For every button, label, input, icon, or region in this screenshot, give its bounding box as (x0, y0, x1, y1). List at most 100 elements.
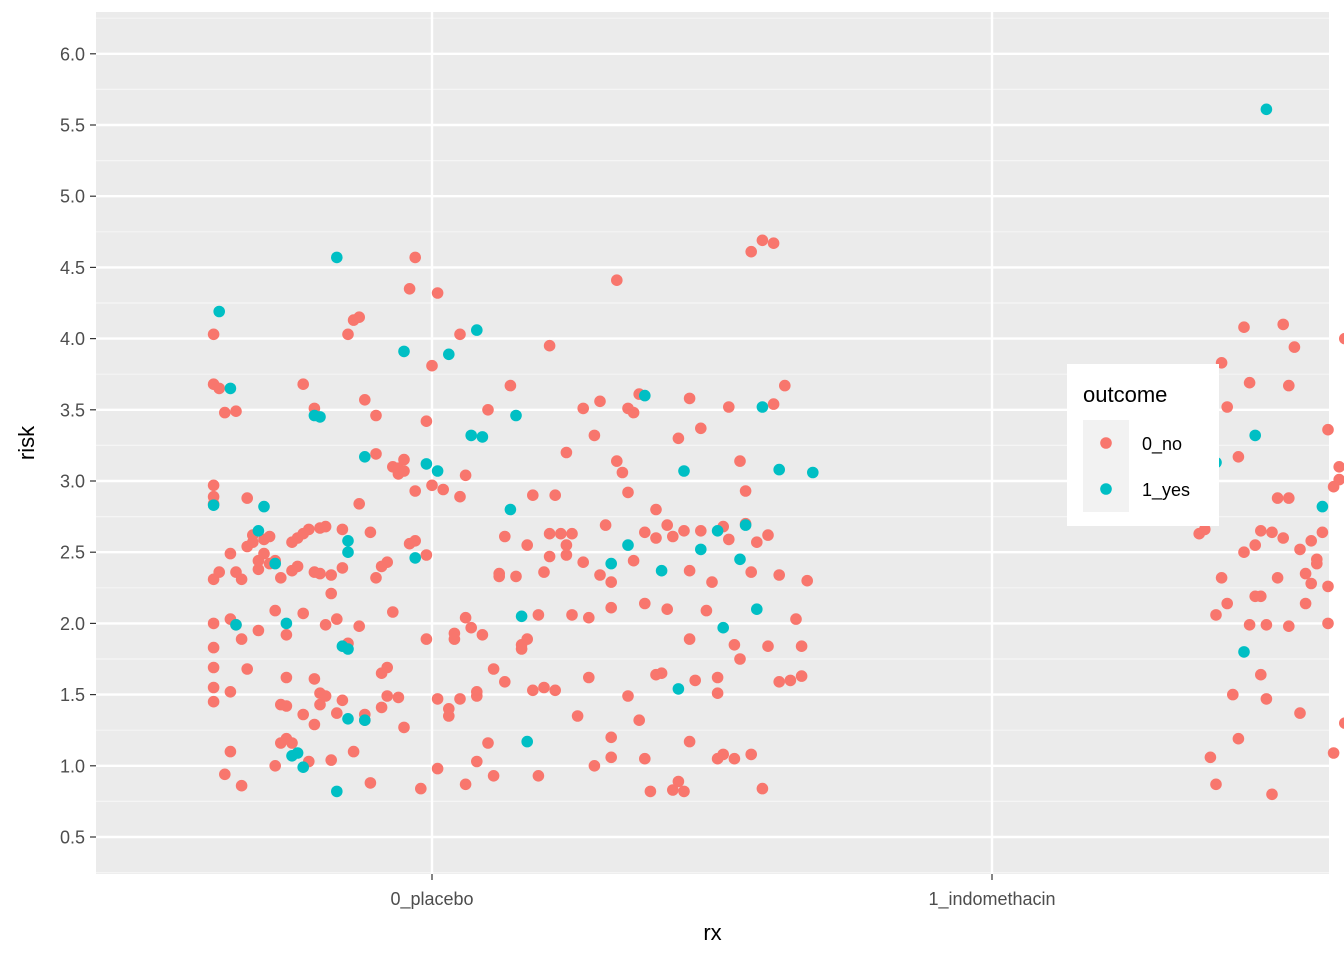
point-0_no (1210, 609, 1222, 621)
point-1_yes (269, 557, 282, 570)
point-0_no (790, 613, 802, 625)
point-0_no (403, 283, 416, 295)
point-0_no (639, 597, 651, 610)
point-1_yes (342, 713, 354, 725)
point-0_no (487, 770, 500, 782)
point-0_no (431, 693, 444, 705)
point-0_no (706, 576, 718, 588)
point-0_no (1277, 318, 1289, 331)
x-axis: 0_placebo 1_indomethacin (390, 874, 1056, 910)
point-0_no (1294, 707, 1306, 719)
point-0_no (510, 570, 522, 583)
point-0_no (762, 640, 774, 652)
point-1_yes (342, 643, 354, 655)
point-0_no (353, 620, 366, 632)
point-0_no (594, 395, 606, 408)
point-0_no (1322, 617, 1334, 630)
point-0_no (549, 684, 561, 697)
point-0_no (538, 681, 550, 694)
legend-label-1-yes: 1_yes (1142, 480, 1190, 501)
point-0_no (583, 671, 595, 684)
point-0_no (493, 570, 506, 583)
point-0_no (224, 745, 237, 758)
point-0_no (555, 527, 567, 540)
point-0_no (241, 663, 253, 675)
point-0_no (571, 710, 584, 722)
point-0_no (756, 234, 769, 247)
point-0_no (745, 748, 757, 761)
point-0_no (1255, 590, 1267, 603)
point-1_yes (359, 714, 371, 726)
point-0_no (650, 532, 662, 544)
point-0_no (599, 519, 612, 531)
point-0_no (577, 402, 589, 415)
y-tick-label: 1.5 (60, 685, 85, 705)
point-0_no (297, 708, 310, 721)
point-0_no (527, 489, 539, 502)
y-axis-title: risk (14, 425, 39, 460)
point-1_yes (504, 503, 517, 516)
point-0_no (1283, 492, 1295, 504)
point-1_yes (230, 619, 242, 631)
point-0_no (728, 639, 741, 651)
point-0_no (454, 328, 466, 341)
point-0_no (308, 718, 321, 731)
point-0_no (532, 609, 545, 621)
point-0_no (325, 587, 338, 600)
point-0_no (723, 401, 735, 413)
point-1_yes (773, 463, 785, 476)
point-0_no (364, 777, 377, 789)
point-0_no (207, 681, 220, 694)
point-0_no (353, 498, 366, 510)
point-0_no (639, 526, 651, 539)
point-0_no (745, 566, 757, 578)
point-0_no (577, 556, 589, 568)
point-0_no (683, 735, 696, 748)
point-0_no (213, 566, 225, 578)
point-0_no (566, 527, 578, 540)
point-0_no (280, 629, 293, 641)
point-0_no (269, 760, 282, 772)
point-0_no (263, 530, 276, 543)
point-1_yes (739, 519, 752, 531)
point-1_yes (331, 785, 343, 798)
data-points (207, 103, 1344, 801)
point-0_no (325, 569, 338, 581)
point-0_no (370, 572, 382, 584)
point-0_no (739, 485, 752, 497)
point-0_no (235, 573, 248, 586)
point-0_no (622, 486, 634, 499)
point-0_no (773, 676, 785, 688)
point-0_no (611, 455, 623, 467)
point-0_no (1299, 597, 1312, 610)
legend: outcome 0_no 1_yes (1067, 364, 1219, 526)
point-0_no (308, 673, 321, 685)
point-0_no (252, 563, 265, 576)
point-0_no (336, 562, 349, 574)
point-0_no (661, 603, 673, 615)
point-0_no (437, 483, 450, 496)
point-1_yes (1260, 103, 1273, 116)
point-0_no (235, 779, 248, 792)
x-tick-label: 1_indomethacin (928, 889, 1055, 910)
point-1_yes (678, 465, 690, 477)
point-0_no (605, 731, 617, 744)
point-0_no (431, 287, 444, 299)
point-0_no (683, 392, 696, 405)
point-0_no (695, 525, 707, 537)
point-0_no (415, 782, 427, 795)
point-0_no (471, 690, 483, 702)
point-0_no (549, 489, 561, 502)
point-0_no (650, 503, 662, 516)
point-0_no (538, 566, 550, 578)
point-0_no (717, 748, 729, 761)
point-0_no (247, 536, 259, 548)
point-0_no (767, 237, 780, 249)
point-0_no (605, 751, 617, 764)
point-0_no (661, 519, 673, 531)
point-0_no (219, 768, 231, 781)
point-0_no (521, 633, 533, 645)
point-0_no (1266, 788, 1278, 801)
point-0_no (723, 533, 735, 546)
